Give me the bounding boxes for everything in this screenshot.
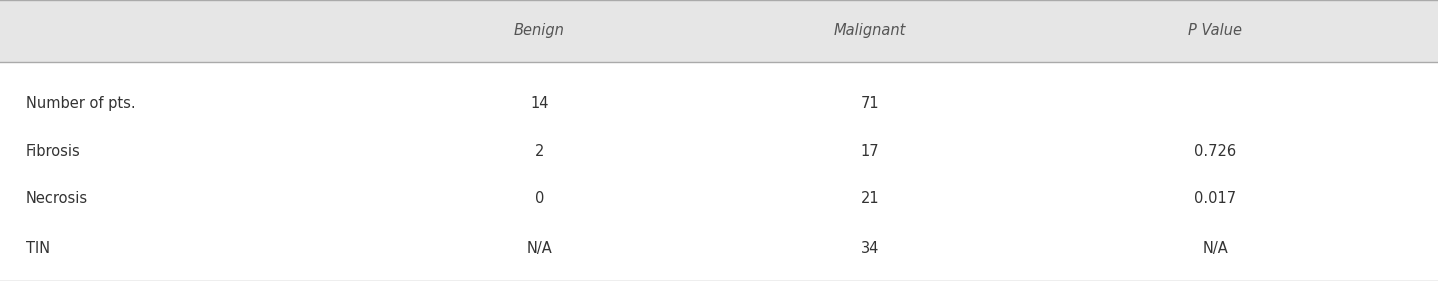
Bar [0, 0, 1438, 62]
Text: 0: 0 [535, 191, 544, 206]
Text: 21: 21 [861, 191, 879, 206]
Text: 0.726: 0.726 [1194, 144, 1237, 159]
Text: 17: 17 [861, 144, 879, 159]
Text: Fibrosis: Fibrosis [26, 144, 81, 159]
Text: N/A: N/A [526, 241, 552, 256]
Text: 34: 34 [861, 241, 879, 256]
Text: 2: 2 [535, 144, 544, 159]
Text: Benign: Benign [513, 23, 565, 38]
Text: Number of pts.: Number of pts. [26, 96, 135, 112]
Text: TIN: TIN [26, 241, 50, 256]
Text: 14: 14 [531, 96, 548, 112]
Text: Malignant: Malignant [834, 23, 906, 38]
Text: 71: 71 [861, 96, 879, 112]
Text: Necrosis: Necrosis [26, 191, 88, 206]
Text: 0.017: 0.017 [1194, 191, 1237, 206]
Text: P Value: P Value [1188, 23, 1242, 38]
Text: N/A: N/A [1202, 241, 1228, 256]
